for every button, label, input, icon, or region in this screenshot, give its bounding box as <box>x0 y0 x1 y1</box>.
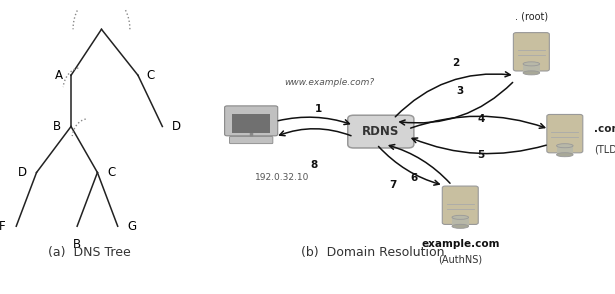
Bar <box>452 217 469 226</box>
Ellipse shape <box>523 71 539 75</box>
Text: (a)  DNS Tree: (a) DNS Tree <box>48 246 130 260</box>
Text: example.com: example.com <box>421 239 499 249</box>
Ellipse shape <box>557 153 573 157</box>
Ellipse shape <box>452 224 469 228</box>
FancyBboxPatch shape <box>229 136 273 144</box>
FancyBboxPatch shape <box>547 114 583 153</box>
Bar <box>557 146 573 155</box>
Text: F: F <box>0 220 6 233</box>
FancyArrowPatch shape <box>280 129 351 136</box>
FancyBboxPatch shape <box>224 106 278 136</box>
Text: (AuthNS): (AuthNS) <box>438 255 482 265</box>
FancyArrowPatch shape <box>411 116 545 128</box>
Text: 6: 6 <box>411 173 418 183</box>
Text: B: B <box>73 238 81 251</box>
Text: C: C <box>146 69 154 82</box>
Text: B: B <box>53 120 61 133</box>
Text: 1: 1 <box>314 103 322 113</box>
Text: D: D <box>172 120 181 133</box>
Bar <box>523 64 539 73</box>
Text: (TLD): (TLD) <box>594 144 615 155</box>
Bar <box>232 113 271 133</box>
Text: www.example.com?: www.example.com? <box>285 78 375 88</box>
FancyArrowPatch shape <box>400 82 513 125</box>
FancyArrowPatch shape <box>412 138 546 154</box>
Text: D: D <box>18 166 27 179</box>
FancyArrowPatch shape <box>378 146 439 185</box>
Text: 2: 2 <box>453 58 459 68</box>
Ellipse shape <box>452 215 469 219</box>
FancyBboxPatch shape <box>442 186 478 224</box>
Text: 8: 8 <box>311 160 317 170</box>
FancyArrowPatch shape <box>395 72 510 117</box>
Text: G: G <box>127 220 137 233</box>
FancyArrowPatch shape <box>278 117 349 125</box>
FancyBboxPatch shape <box>347 115 414 148</box>
Text: 192.0.32.10: 192.0.32.10 <box>255 173 310 182</box>
Text: C: C <box>108 166 116 179</box>
Text: 5: 5 <box>478 150 485 160</box>
Ellipse shape <box>523 62 539 66</box>
Ellipse shape <box>557 144 573 148</box>
Text: 4: 4 <box>477 114 485 124</box>
FancyArrowPatch shape <box>389 145 450 183</box>
Text: .com: .com <box>594 124 615 134</box>
Text: . (root): . (root) <box>515 11 548 22</box>
Text: RDNS: RDNS <box>362 125 400 138</box>
Text: A: A <box>55 69 63 82</box>
Text: 3: 3 <box>457 86 464 96</box>
Text: (b)  Domain Resolution: (b) Domain Resolution <box>301 246 444 260</box>
Text: 7: 7 <box>390 180 397 190</box>
FancyBboxPatch shape <box>514 33 549 71</box>
